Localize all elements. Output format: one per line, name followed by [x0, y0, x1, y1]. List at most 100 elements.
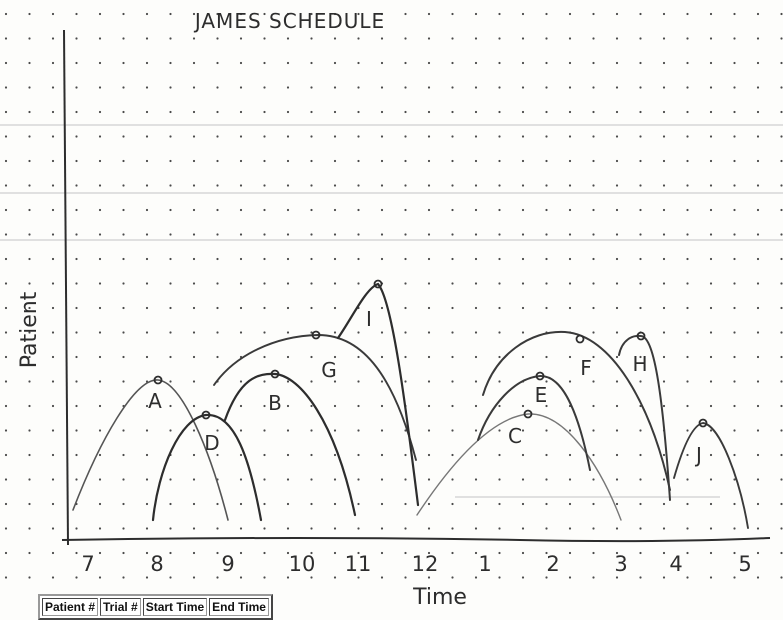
grid-dot — [780, 380, 783, 383]
grid-dot — [474, 527, 478, 530]
grid-dot — [75, 453, 78, 457]
grid-dot — [310, 159, 313, 163]
grid-dot — [286, 110, 290, 114]
grid-dot — [756, 61, 760, 65]
grid-dot — [357, 453, 360, 457]
x-tick-label: 2 — [546, 552, 559, 576]
grid-dot — [263, 135, 266, 138]
grid-dot — [474, 355, 478, 359]
grid-dot — [451, 282, 454, 285]
grid-dot — [145, 502, 149, 506]
grid-dot — [75, 208, 78, 212]
grid-dot — [756, 453, 760, 457]
grid-dot — [169, 257, 172, 261]
grid-dot — [568, 86, 572, 89]
grid-dot — [333, 282, 337, 285]
grid-dot — [145, 453, 149, 457]
grid-dot — [521, 429, 525, 432]
grid-dot — [733, 257, 736, 261]
grid-dot — [568, 135, 572, 138]
grid-dot — [780, 159, 783, 163]
grid-dot — [192, 233, 196, 236]
grid-dot — [310, 380, 313, 383]
patient-table: Patient # Trial # Start Time End Time — [38, 594, 273, 620]
grid-dot — [122, 429, 125, 432]
grid-dot — [498, 576, 501, 579]
grid-dot — [216, 12, 219, 16]
grid-dot — [733, 429, 736, 432]
grid-dot — [98, 184, 102, 187]
patient-arc — [477, 374, 591, 471]
grid-dot — [380, 502, 384, 506]
grid-dot — [686, 404, 689, 408]
grid-dot — [733, 404, 736, 408]
grid-dot — [568, 233, 572, 236]
grid-dot — [263, 12, 266, 16]
grid-dot — [662, 502, 666, 506]
grid-dot — [75, 478, 78, 481]
grid-dot — [239, 331, 243, 334]
grid-dot — [333, 551, 337, 555]
arc-label: H — [632, 352, 647, 376]
grid-dot — [709, 110, 713, 114]
grid-dot — [286, 159, 290, 163]
grid-dot — [145, 233, 149, 236]
grid-dot — [380, 208, 384, 212]
grid-dot — [169, 551, 172, 555]
grid-dot — [474, 61, 478, 65]
grid-dot — [756, 184, 760, 187]
grid-dot — [28, 110, 31, 114]
grid-dot — [239, 478, 243, 481]
grid-dot — [451, 135, 454, 138]
grid-dot — [615, 208, 619, 212]
grid-dot — [686, 257, 689, 261]
grid-dot — [592, 355, 595, 359]
grid-dot — [51, 527, 55, 530]
grid-dot — [28, 355, 31, 359]
grid-dot — [639, 355, 642, 359]
grid-dot — [733, 453, 736, 457]
grid-dot — [122, 478, 125, 481]
grid-dot — [357, 37, 360, 40]
grid-dot — [498, 404, 501, 408]
grid-dot — [404, 282, 407, 285]
grid-dot — [521, 453, 525, 457]
grid-dot — [263, 527, 266, 530]
grid-dot — [686, 429, 689, 432]
grid-dot — [521, 527, 525, 530]
grid-dot — [662, 159, 666, 163]
grid-dot — [98, 208, 102, 212]
grid-dot — [51, 429, 55, 432]
grid-dot — [545, 355, 548, 359]
grid-dot — [51, 355, 55, 359]
grid-dot — [310, 502, 313, 506]
grid-dot — [145, 404, 149, 408]
grid-dot — [169, 306, 172, 310]
grid-dot — [521, 37, 525, 40]
grid-dot — [568, 110, 572, 114]
grid-dot — [357, 355, 360, 359]
grid-dot — [286, 429, 290, 432]
grid-dot — [216, 208, 219, 212]
grid-dot — [427, 355, 431, 359]
grid-dot — [310, 478, 313, 481]
grid-dot — [615, 257, 619, 261]
grid-dot — [122, 453, 125, 457]
grid-dot — [192, 380, 196, 383]
grid-dot — [75, 306, 78, 310]
grid-dot — [357, 184, 360, 187]
grid-dot — [733, 502, 736, 506]
grid-dot — [615, 110, 619, 114]
grid-dot — [639, 453, 642, 457]
grid-dot — [474, 380, 478, 383]
grid-dot — [686, 184, 689, 187]
arc-label: I — [366, 307, 372, 331]
grid-dot — [169, 404, 172, 408]
grid-dot — [709, 208, 713, 212]
grid-dot — [451, 453, 454, 457]
grid-dot — [333, 257, 337, 261]
x-tick-label: 11 — [345, 552, 372, 576]
grid-dot — [498, 355, 501, 359]
grid-dot — [122, 355, 125, 359]
grid-dot — [310, 453, 313, 457]
